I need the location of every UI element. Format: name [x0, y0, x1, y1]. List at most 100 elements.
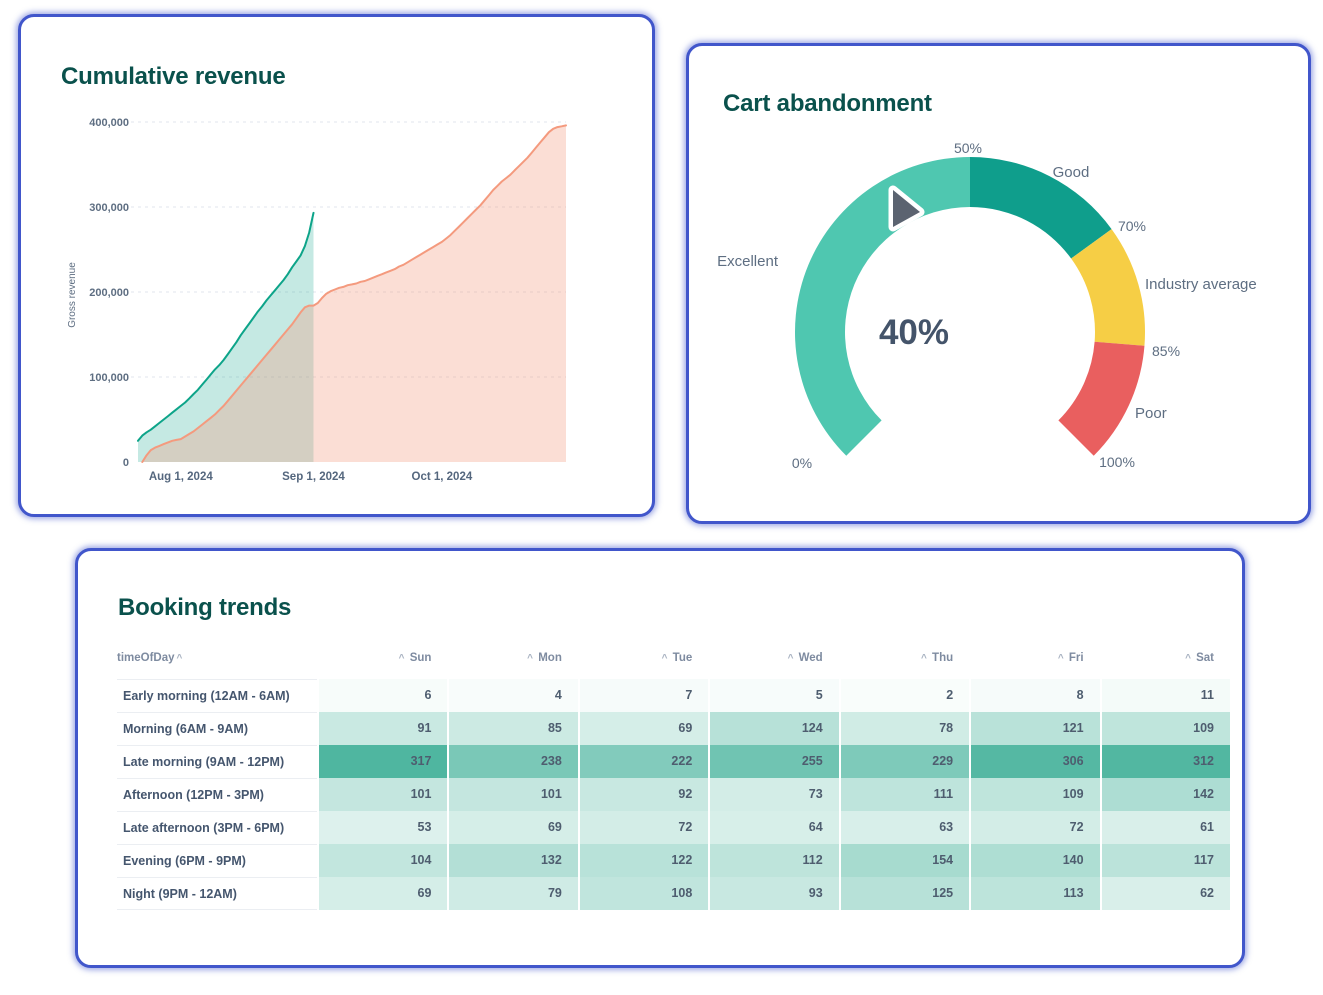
- row-label-evening-6pm-9pm: Evening (6PM - 9PM): [117, 844, 317, 877]
- row-label-morning-6am-9am: Morning (6AM - 9AM): [117, 712, 317, 745]
- heatmap-cell-tue-row3: 92: [579, 778, 709, 811]
- x-tick-label: Sep 1, 2024: [282, 471, 345, 483]
- heatmap-cell-tue-row5: 122: [579, 844, 709, 877]
- row-label-early-morning-12am-6am: Early morning (12AM - 6AM): [117, 679, 317, 712]
- row-label-late-afternoon-3pm-6pm: Late afternoon (3PM - 6PM): [117, 811, 317, 844]
- booking-trends-card: Booking trends timeOfDay ^ ^ Sun ^ Mon ^ Tue…: [75, 548, 1245, 968]
- gauge-tick-label-85: 85%: [1152, 343, 1180, 359]
- y-tick-label: 300,000: [89, 202, 129, 214]
- heatmap-cell-wed-row4: 64: [710, 811, 839, 844]
- heatmap-cell-sun-row1: 91: [319, 712, 448, 745]
- cart-abandonment-title: Cart abandonment: [723, 90, 932, 117]
- column-header-wed[interactable]: ^ Wed: [787, 652, 823, 664]
- gauge-segment-label-excellent: Excellent: [717, 253, 779, 270]
- gauge-value: 40%: [879, 313, 949, 352]
- sort-caret-icon: ^: [398, 653, 405, 664]
- y-tick-label: 200,000: [89, 287, 129, 299]
- heatmap-cell-tue-row4: 72: [579, 811, 709, 844]
- heatmap-cell-fri-row2: 306: [971, 745, 1100, 778]
- cart-abandonment-gauge: 40% 0% 50% 70% 85% 100% Excellent Good Industry …: [717, 140, 1257, 471]
- heatmap-cell-sat-row2: 312: [1101, 745, 1230, 778]
- column-header-sat[interactable]: ^ Sat: [1185, 652, 1214, 664]
- heatmap-cell-wed-row5: 112: [710, 844, 839, 877]
- column-header-sun[interactable]: ^ Sun: [398, 652, 432, 664]
- heatmap-cell-wed-row3: 73: [710, 778, 839, 811]
- column-header-fri[interactable]: ^ Fri: [1057, 652, 1084, 664]
- heatmap-cell-sun-row2: 317: [319, 745, 448, 778]
- sort-caret-icon: ^: [176, 653, 183, 664]
- heatmap-cell-thu-row5: 154: [840, 844, 970, 877]
- heatmap-cell-fri-row0: 8: [971, 679, 1100, 712]
- cart-abandonment-card: Cart abandonment 40% 0% 50% 70% 85% 100% Excel…: [686, 43, 1311, 524]
- heatmap-cell-sat-row3: 142: [1101, 778, 1230, 811]
- heatmap-cell-mon-row4: 69: [449, 811, 578, 844]
- sort-caret-icon: ^: [787, 653, 794, 664]
- heatmap-cell-fri-row3: 109: [971, 778, 1100, 811]
- cumulative-revenue-card: Cumulative revenue 0 100,000 200,000 300,00…: [18, 14, 655, 517]
- column-header-tue[interactable]: ^ Tue: [661, 652, 693, 664]
- gauge-tick-label-70: 70%: [1118, 218, 1146, 234]
- heatmap-cell-sun-row6: 69: [319, 877, 448, 910]
- gauge-segment-poor: [1058, 341, 1145, 456]
- gauge-segment-label-poor: Poor: [1135, 405, 1167, 422]
- heatmap-cell-sat-row5: 117: [1101, 844, 1230, 877]
- gauge-segment-industry-average: [1071, 229, 1145, 346]
- heatmap-cell-mon-row1: 85: [449, 712, 578, 745]
- salmon-series-line: [141, 124, 567, 463]
- heatmap-cell-sat-row4: 61: [1101, 811, 1230, 844]
- x-tick-label: Oct 1, 2024: [412, 471, 473, 483]
- heatmap-cell-sun-row3: 101: [319, 778, 448, 811]
- row-label-afternoon-12pm-3pm: Afternoon (12PM - 3PM): [117, 778, 317, 811]
- x-tick-label: Aug 1, 2024: [149, 471, 214, 483]
- column-header-mon[interactable]: ^ Mon: [527, 652, 562, 664]
- heatmap-cell-sat-row0: 11: [1101, 679, 1230, 712]
- gauge-segment-excellent: [795, 157, 970, 456]
- sort-caret-icon: ^: [661, 653, 668, 664]
- heatmap-cell-mon-row0: 4: [449, 679, 578, 712]
- y-axis-title: Gross revenue: [67, 262, 78, 328]
- column-header-timeofday[interactable]: timeOfDay ^: [117, 652, 183, 664]
- y-tick-label: 400,000: [89, 117, 129, 129]
- heatmap-cell-thu-row2: 229: [840, 745, 970, 778]
- heatmap-cell-tue-row0: 7: [579, 679, 709, 712]
- booking-trends-table: timeOfDay ^ ^ Sun ^ Mon ^ Tue ^ Wed ^ Thu ^ Fri…: [117, 647, 1230, 910]
- gauge-tick-label-100: 100%: [1099, 454, 1135, 470]
- column-header-thu[interactable]: ^ Thu: [921, 652, 954, 664]
- cumulative-revenue-title: Cumulative revenue: [61, 63, 286, 90]
- cumulative-revenue-chart: 0 100,000 200,000 300,000 400,000 Aug 1, 2024…: [67, 117, 567, 483]
- gauge-tick-label-0: 0%: [792, 455, 812, 471]
- heatmap-cell-tue-row2: 222: [579, 745, 709, 778]
- gauge-segment-label-industry-average: Industry average: [1145, 276, 1257, 293]
- heatmap-cell-sat-row1: 109: [1101, 712, 1230, 745]
- heatmap-cell-sun-row4: 53: [319, 811, 448, 844]
- heatmap-cell-wed-row2: 255: [710, 745, 839, 778]
- gauge-needle-icon: [893, 190, 920, 227]
- booking-trends-title: Booking trends: [118, 594, 292, 621]
- row-label-late-morning-9am-12pm: Late morning (9AM - 12PM): [117, 745, 317, 778]
- heatmap-cell-thu-row4: 63: [840, 811, 970, 844]
- heatmap-cell-fri-row1: 121: [971, 712, 1100, 745]
- heatmap-cell-thu-row1: 78: [840, 712, 970, 745]
- gauge-segment-label-good: Good: [1053, 164, 1090, 181]
- heatmap-cell-mon-row3: 101: [449, 778, 578, 811]
- heatmap-cell-sun-row0: 6: [319, 679, 448, 712]
- row-label-night-9pm-12am: Night (9PM - 12AM): [117, 877, 317, 910]
- sort-caret-icon: ^: [1057, 653, 1064, 664]
- heatmap-cell-thu-row0: 2: [840, 679, 970, 712]
- teal-series-area: [138, 212, 314, 462]
- heatmap-cell-sun-row5: 104: [319, 844, 448, 877]
- heatmap-cell-thu-row6: 125: [840, 877, 970, 910]
- sort-caret-icon: ^: [921, 653, 927, 664]
- heatmap-cell-tue-row1: 69: [579, 712, 709, 745]
- y-tick-label: 100,000: [89, 372, 129, 384]
- heatmap-cell-wed-row1: 124: [710, 712, 839, 745]
- heatmap-cell-tue-row6: 108: [579, 877, 709, 910]
- heatmap-cell-wed-row0: 5: [710, 679, 839, 712]
- gauge-segment-good: [970, 157, 1112, 259]
- heatmap-cell-fri-row4: 72: [971, 811, 1100, 844]
- heatmap-cell-fri-row5: 140: [971, 844, 1100, 877]
- heatmap-cell-mon-row6: 79: [449, 877, 578, 910]
- sort-caret-icon: ^: [1185, 653, 1191, 664]
- heatmap-cell-thu-row3: 111: [840, 778, 970, 811]
